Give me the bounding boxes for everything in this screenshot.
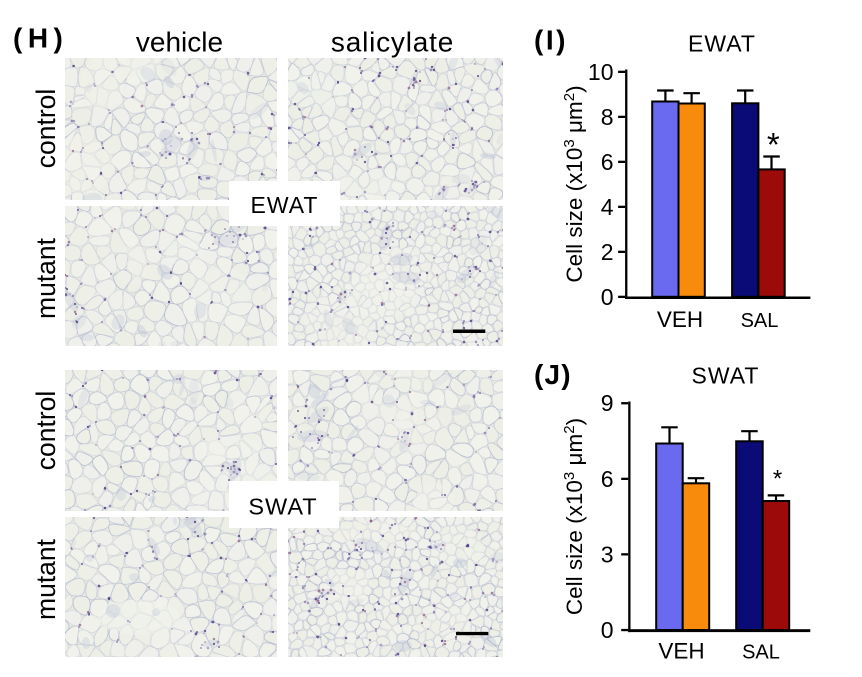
- svg-text:SAL: SAL: [741, 310, 779, 332]
- svg-text:6: 6: [601, 149, 614, 175]
- svg-text:EWAT: EWAT: [251, 192, 319, 218]
- svg-text:6: 6: [601, 466, 614, 492]
- svg-text:VEH: VEH: [657, 307, 703, 332]
- svg-text:SWAT: SWAT: [248, 493, 317, 519]
- svg-text:0: 0: [601, 284, 614, 310]
- svg-text:Cell size (x103 μm2): Cell size (x103 μm2): [561, 85, 587, 282]
- svg-text:Cell size (x103 μm2): Cell size (x103 μm2): [561, 418, 587, 615]
- svg-text:EWAT: EWAT: [688, 31, 756, 57]
- svg-text:VEH: VEH: [658, 639, 704, 664]
- svg-text:8: 8: [601, 104, 614, 130]
- svg-text:9: 9: [601, 390, 614, 416]
- svg-text:control: control: [31, 89, 61, 169]
- svg-text:0: 0: [601, 617, 614, 643]
- svg-text:(J): (J): [534, 359, 572, 390]
- svg-text:3: 3: [601, 541, 614, 567]
- svg-text:10: 10: [588, 59, 614, 85]
- svg-text:4: 4: [601, 194, 614, 220]
- svg-text:2: 2: [601, 239, 614, 265]
- svg-text:SWAT: SWAT: [692, 363, 760, 389]
- svg-text:(H): (H): [13, 23, 68, 54]
- svg-text:vehicle: vehicle: [136, 26, 223, 57]
- svg-text:(I): (I): [534, 25, 568, 56]
- svg-text:*: *: [773, 466, 782, 493]
- svg-text:mutant: mutant: [31, 538, 61, 620]
- svg-text:*: *: [767, 126, 780, 163]
- svg-text:mutant: mutant: [31, 237, 61, 319]
- svg-text:SAL: SAL: [742, 642, 780, 664]
- svg-text:salicylate: salicylate: [331, 26, 454, 57]
- svg-text:control: control: [31, 391, 61, 471]
